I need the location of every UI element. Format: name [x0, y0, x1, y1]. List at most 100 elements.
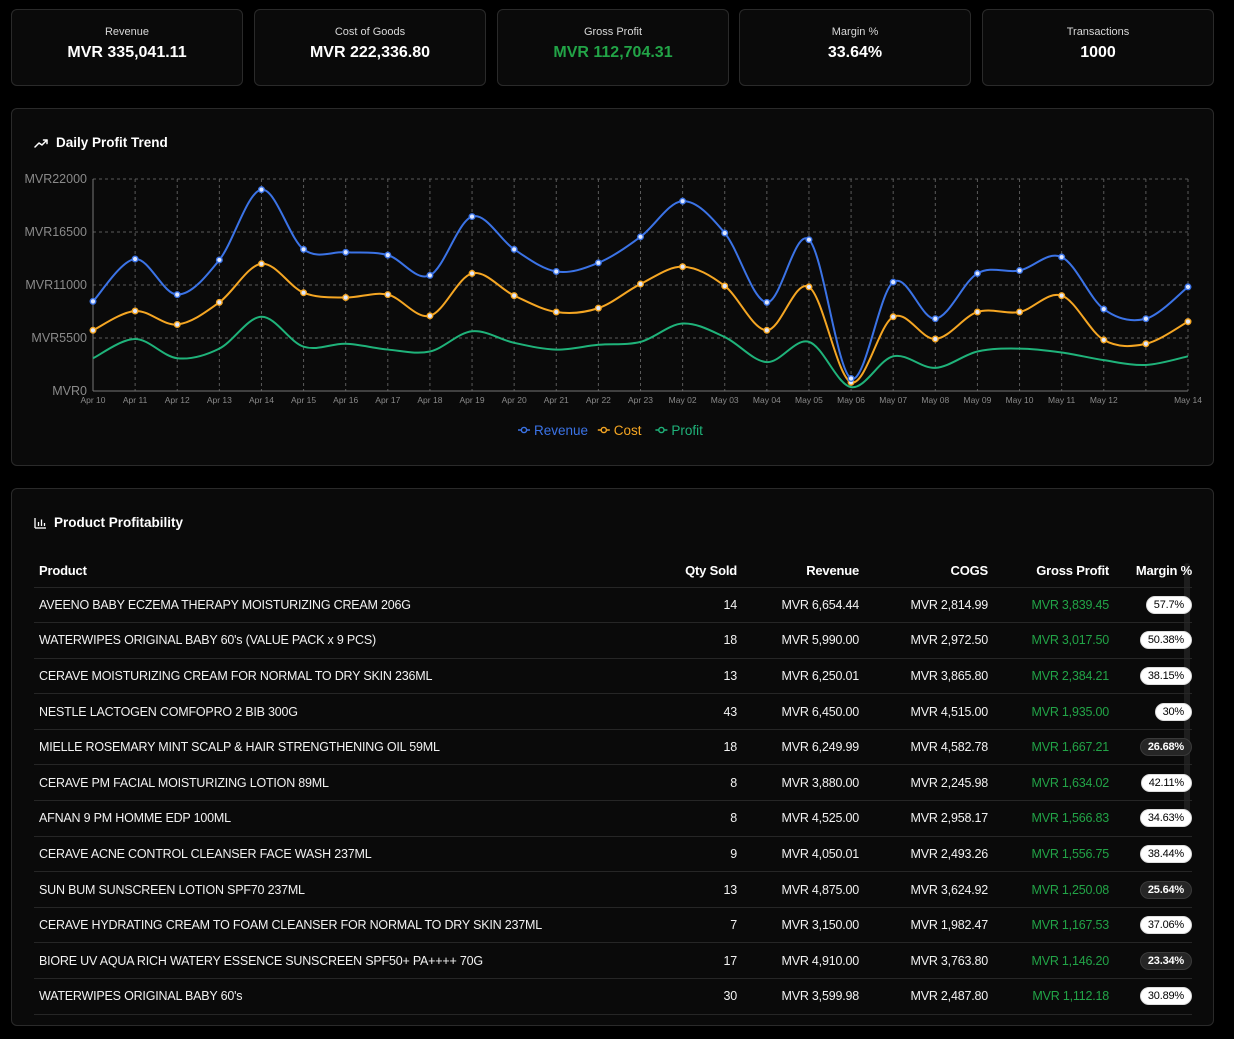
cell-product: WATERWIPES ORIGINAL BABY 60's [34, 978, 594, 1015]
x-tick-label: May 12 [1090, 395, 1118, 405]
series-line-cost [92, 262, 1189, 384]
x-tick-label: Apr 22 [586, 395, 611, 405]
table-row[interactable]: WATERWIPES ORIGINAL BABY 60's (VALUE PAC… [34, 622, 1192, 659]
kpi-value: 33.64% [827, 44, 883, 61]
x-tick-label: Apr 11 [123, 395, 148, 405]
kpi-label: Margin % [831, 26, 879, 38]
table-row[interactable]: CERAVE HYDRATING CREAM TO FOAM CLEANSER … [34, 907, 1192, 944]
data-point-revenue [1100, 305, 1108, 313]
table-row[interactable]: AVEENO BABY ECZEMA THERAPY MOISTURIZING … [34, 587, 1192, 624]
data-point-cost [426, 312, 434, 320]
cell-margin: 23.34% [1109, 942, 1192, 980]
cell-gross-profit: MVR 1,146.20 [988, 942, 1109, 980]
cell-revenue: MVR 3,150.00 [737, 907, 859, 944]
cell-qty-sold: 14 [594, 587, 737, 624]
cell-cogs: MVR 2,814.99 [859, 587, 988, 624]
cell-qty-sold: 7 [594, 907, 737, 944]
header-product[interactable]: Product [34, 555, 594, 588]
table-row[interactable]: CERAVE PM FACIAL MOISTURIZING LOTION 89M… [34, 764, 1192, 802]
x-tick-label: Apr 20 [502, 395, 527, 405]
data-point-cost [889, 313, 897, 321]
margin-badge: 25.64% [1139, 880, 1192, 899]
kpi-label: Gross Profit [583, 26, 643, 38]
header-gross-profit[interactable]: Gross Profit [988, 555, 1109, 588]
kpi-card-revenue: Revenue MVR 335,041.11 [11, 9, 243, 86]
kpi-value: MVR 222,336.80 [309, 44, 431, 61]
legend-label-revenue: Revenue [534, 423, 588, 438]
x-tick-label: May 04 [753, 395, 781, 405]
x-tick-label: Apr 10 [80, 395, 105, 405]
x-tick-label: Apr 17 [375, 395, 400, 405]
cell-margin: 50.38% [1109, 622, 1192, 659]
cell-qty-sold: 18 [594, 622, 737, 659]
header-margin[interactable]: Margin % [1109, 555, 1192, 588]
x-tick-label: May 08 [921, 395, 949, 405]
cell-cogs: MVR 3,865.80 [859, 658, 988, 695]
y-tick-label: MVR0 [52, 384, 87, 398]
cell-margin: 42.11% [1109, 764, 1192, 802]
table-row[interactable]: CERAVE MOISTURIZING CREAM FOR NORMAL TO … [34, 658, 1192, 695]
margin-badge: 50.38% [1139, 631, 1192, 650]
margin-badge: 34.63% [1139, 809, 1192, 828]
x-tick-label: May 07 [879, 395, 907, 405]
kpi-card-transactions: Transactions 1000 [982, 9, 1214, 86]
kpi-label: Cost of Goods [334, 26, 406, 38]
cell-revenue: MVR 5,990.00 [737, 622, 859, 659]
cell-gross-profit: MVR 1,634.02 [988, 764, 1109, 802]
kpi-label: Revenue [104, 26, 150, 38]
table-row[interactable]: MIELLE ROSEMARY MINT SCALP & HAIR STRENG… [34, 729, 1192, 766]
cell-revenue: MVR 4,875.00 [737, 871, 859, 908]
table-row[interactable]: CERAVE ACNE CONTROL CLEANSER FACE WASH 2… [34, 836, 1192, 873]
data-point-revenue [679, 197, 687, 205]
chart-card-title: Daily Profit Trend [34, 135, 168, 150]
data-point-cost [763, 326, 771, 334]
kpi-card-cost-of-goods: Cost of Goods MVR 222,336.80 [254, 9, 486, 86]
table-row[interactable]: NESTLE LACTOGEN COMFOPRO 2 BIB 300G 43 MVR… [34, 693, 1192, 730]
header-qty-sold[interactable]: Qty Sold [594, 555, 737, 588]
margin-badge: 38.44% [1139, 844, 1192, 863]
table-row[interactable]: AFNAN 9 PM HOMME EDP 100ML 8 MVR 4,525.00 M… [34, 800, 1192, 837]
cell-revenue: MVR 3,599.98 [737, 978, 859, 1015]
data-point-revenue [594, 259, 602, 267]
x-tick-label: May 11 [1048, 395, 1076, 405]
margin-badge: 38.15% [1139, 666, 1192, 685]
data-point-cost [342, 294, 350, 302]
cell-cogs: MVR 2,958.17 [859, 800, 988, 837]
header-revenue[interactable]: Revenue [737, 555, 859, 588]
cell-product: SUN BUM SUNSCREEN LOTION SPF70 237ML [34, 871, 594, 908]
kpi-value: 1000 [1080, 44, 1116, 61]
cell-gross-profit: MVR 1,250.08 [988, 871, 1109, 908]
product-profitability-card: Product Profitability Product Qty Sold R… [11, 488, 1214, 1026]
table-row[interactable]: WATERWIPES ORIGINAL BABY 60's 30 MVR 3,599… [34, 978, 1192, 1015]
x-tick-label: Apr 19 [460, 395, 485, 405]
data-point-cost [510, 292, 518, 300]
cell-qty-sold: 8 [594, 800, 737, 837]
daily-profit-trend-card: MVR0 MVR5500 MVR11000 MVR16500 MVR22000 Apr 1… [11, 108, 1214, 466]
data-point-revenue [847, 374, 855, 382]
data-point-cost [89, 326, 97, 334]
data-point-revenue [468, 213, 476, 221]
cell-product: CERAVE PM FACIAL MOISTURIZING LOTION 89M… [34, 764, 594, 802]
product-profitability-table: Product Qty Sold Revenue COGS Gross Prof… [34, 555, 1192, 1015]
data-point-cost [637, 280, 645, 288]
cell-cogs: MVR 4,515.00 [859, 693, 988, 730]
cell-revenue: MVR 4,910.00 [737, 942, 859, 980]
table-row[interactable]: SUN BUM SUNSCREEN LOTION SPF70 237ML 13 MV… [34, 871, 1192, 908]
cell-margin: 34.63% [1109, 800, 1192, 837]
cell-gross-profit: MVR 1,167.53 [988, 907, 1109, 944]
margin-badge: 23.34% [1139, 951, 1192, 970]
cell-margin: 38.15% [1109, 658, 1192, 695]
kpi-card-margin: Margin % 33.64% [739, 9, 971, 86]
series-line-revenue [92, 188, 1189, 380]
cell-gross-profit: MVR 1,935.00 [988, 693, 1109, 730]
cell-revenue: MVR 3,880.00 [737, 764, 859, 802]
cell-cogs: MVR 1,982.47 [859, 907, 988, 944]
table-row[interactable]: BIORE UV AQUA RICH WATERY ESSENCE SUNSCR… [34, 942, 1192, 980]
cell-cogs: MVR 2,972.50 [859, 622, 988, 659]
data-point-revenue [763, 298, 771, 306]
header-cogs[interactable]: COGS [859, 555, 988, 588]
data-point-revenue [1142, 315, 1150, 323]
cell-qty-sold: 30 [594, 978, 737, 1015]
data-point-cost [1016, 308, 1024, 316]
x-tick-label: Apr 14 [249, 395, 274, 405]
